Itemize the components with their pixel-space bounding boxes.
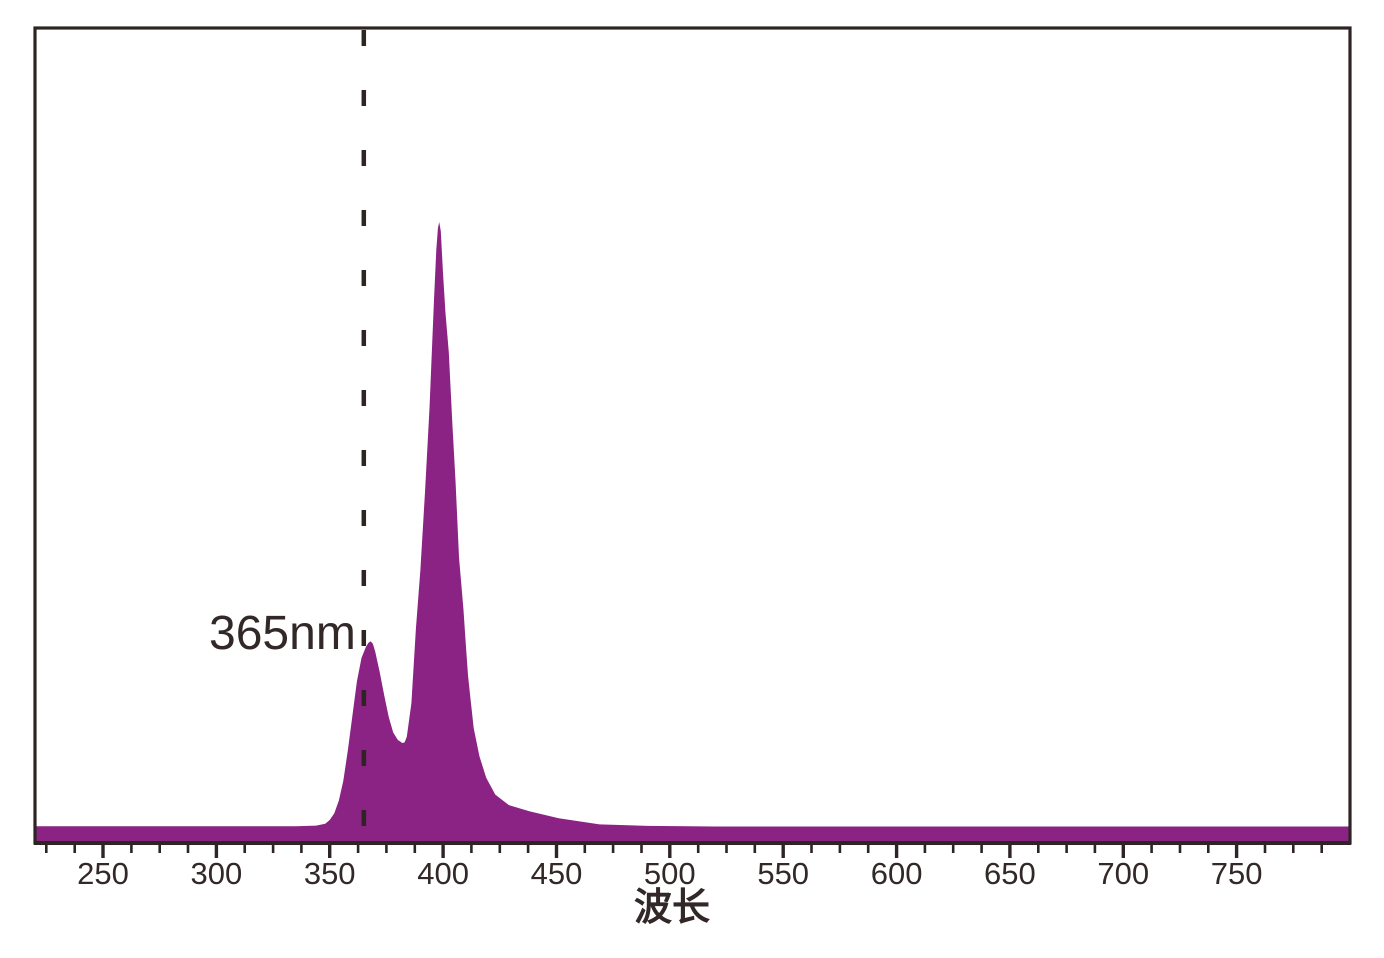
x-tick-label-550: 550 (757, 856, 809, 891)
x-axis-title: 波长 (634, 887, 710, 929)
plot-frame (33, 26, 1352, 845)
spectrum-area-fill (35, 222, 1350, 843)
x-tick-label-700: 700 (1097, 856, 1149, 891)
x-tick-label-450: 450 (531, 856, 583, 891)
x-tick-label-750: 750 (1211, 856, 1263, 891)
x-tick-label-250: 250 (77, 856, 129, 891)
x-tick-label-350: 350 (304, 856, 356, 891)
x-tick-label-650: 650 (984, 856, 1036, 891)
x-tick-label-400: 400 (417, 856, 469, 891)
x-tick-label-500: 500 (644, 856, 696, 891)
x-axis-tick-labels: 250 300 350 400 450 500 550 600 650 700 750 (77, 856, 1262, 891)
x-axis-ticks (44, 844, 1323, 858)
annotation-365nm-label: 365nm (209, 607, 356, 660)
x-tick-label-300: 300 (191, 856, 243, 891)
x-tick-label-600: 600 (871, 856, 923, 891)
